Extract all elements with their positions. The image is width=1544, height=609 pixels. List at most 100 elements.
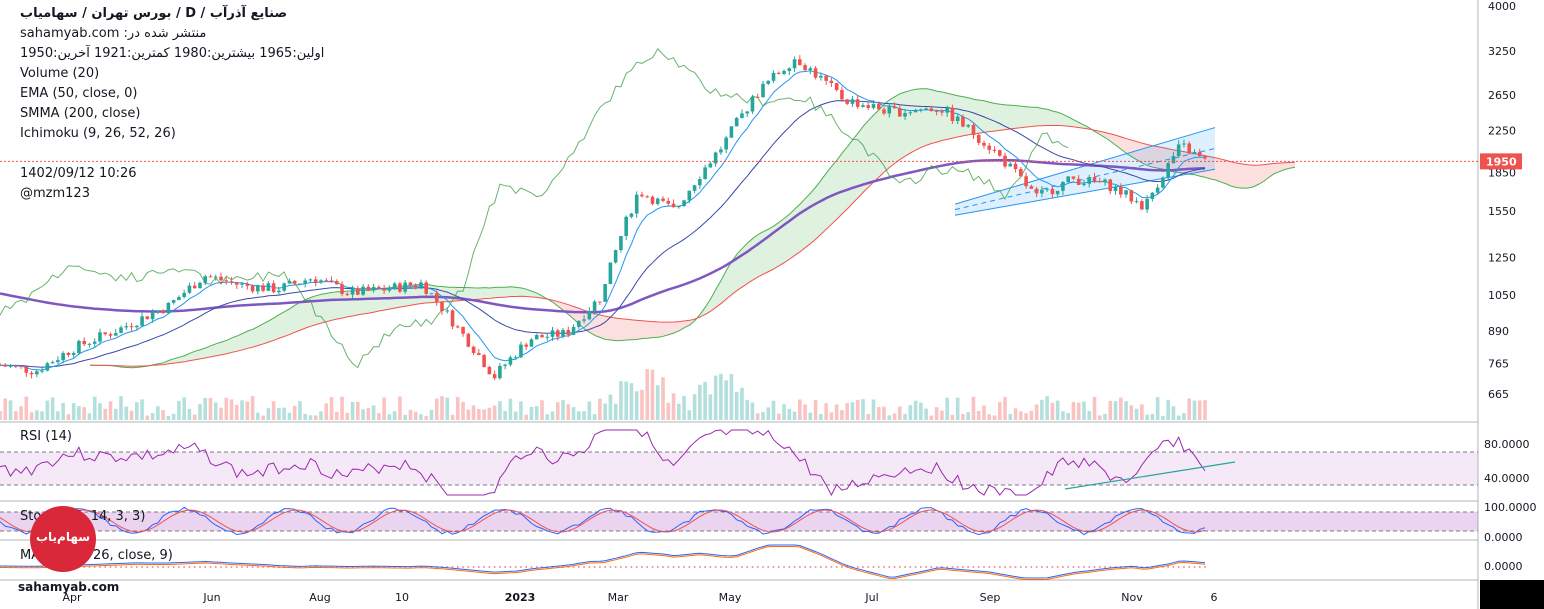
- candle-body: [35, 371, 39, 375]
- cloud-segment: [232, 335, 238, 353]
- volume-legend[interactable]: Volume (20): [20, 66, 100, 81]
- volume-bar: [61, 402, 65, 420]
- candle-body: [682, 200, 686, 207]
- rsi-label[interactable]: RSI (14): [20, 429, 72, 444]
- macd-histogram-bar: [767, 566, 770, 568]
- macd-histogram-bar: [967, 566, 970, 568]
- volume-bar: [982, 405, 986, 420]
- macd-histogram-bar: [593, 566, 596, 568]
- candle-body: [108, 334, 113, 336]
- volume-bar: [855, 400, 860, 420]
- candle-body: [124, 326, 129, 328]
- volume-bar: [755, 413, 760, 420]
- volume-bar: [35, 410, 39, 420]
- rsi-band: [0, 452, 1478, 485]
- chart-datetime: 1402/09/12 10:26: [20, 166, 137, 181]
- cloud-segment: [989, 102, 996, 132]
- macd-histogram-bar: [456, 566, 459, 568]
- senkou-a-line: [89, 88, 1296, 369]
- macd-histogram-bar: [793, 566, 796, 568]
- macd-histogram-bar: [183, 566, 185, 568]
- senkou-b-line: [89, 124, 1296, 367]
- volume-bar: [571, 407, 576, 420]
- candle-body: [98, 332, 102, 342]
- price-tick-label: 1050: [1488, 289, 1516, 302]
- time-tick-label: 10: [395, 591, 409, 604]
- macd-histogram-bar: [730, 566, 733, 568]
- volume-bar: [208, 398, 213, 420]
- price-tick-label: 765: [1488, 358, 1509, 371]
- cloud-segment: [779, 218, 785, 266]
- time-tick-label: Apr: [62, 591, 82, 604]
- volume-bar: [840, 410, 844, 420]
- candle-body: [208, 276, 213, 278]
- cloud-segment: [947, 93, 953, 140]
- cloud-segment: [1121, 137, 1127, 154]
- cloud-segment: [1037, 107, 1043, 126]
- candle-body: [234, 282, 239, 285]
- volume-bar: [745, 399, 750, 420]
- volume-bar: [277, 408, 281, 420]
- volume-bar: [1145, 414, 1149, 420]
- candle-body: [345, 293, 350, 295]
- volume-bar: [87, 413, 92, 420]
- volume-bar: [829, 412, 834, 420]
- candle-body: [724, 137, 728, 150]
- cloud-segment: [626, 319, 632, 340]
- time-tick-label: Aug: [309, 591, 330, 604]
- volume-bar: [608, 394, 613, 420]
- ichimoku-legend[interactable]: Ichimoku (9, 26, 52, 26): [20, 126, 176, 141]
- candle-body: [455, 326, 460, 328]
- candle-body: [629, 213, 634, 217]
- candle-body: [829, 80, 834, 83]
- macd-histogram-bar: [662, 566, 664, 568]
- cloud-segment: [874, 109, 880, 182]
- candle-body: [524, 344, 529, 347]
- candle-body: [824, 75, 828, 81]
- candle-body: [13, 365, 18, 367]
- volume-bar: [92, 396, 97, 420]
- volume-bar: [1182, 413, 1186, 420]
- macd-histogram-bar: [1004, 566, 1006, 568]
- candle-body: [424, 282, 429, 294]
- candle-body: [334, 281, 339, 285]
- volume-bar: [640, 389, 644, 420]
- candle-body: [650, 196, 655, 204]
- macd-histogram-bar: [788, 566, 791, 568]
- macd-histogram-bar: [88, 566, 91, 568]
- volume-bar: [1040, 399, 1044, 420]
- macd-histogram-bar: [225, 566, 228, 568]
- macd-histogram-bar: [267, 566, 270, 568]
- cloud-segment: [789, 208, 796, 259]
- candle-body: [755, 96, 760, 98]
- candle-body: [471, 346, 476, 354]
- volume-bar: [913, 400, 918, 420]
- cloud-segment: [242, 331, 248, 350]
- smma-legend[interactable]: SMMA (200, close): [20, 106, 141, 121]
- volume-bar: [719, 373, 723, 420]
- macd-histogram-bar: [451, 566, 454, 568]
- candle-body: [1140, 201, 1144, 210]
- candle-body: [371, 286, 376, 291]
- volume-bar: [455, 397, 460, 420]
- volume-bar: [619, 381, 623, 420]
- candle-body: [140, 316, 144, 326]
- chart-author: @mzm123: [20, 186, 90, 201]
- candle-body: [750, 96, 755, 112]
- volume-bar: [713, 375, 718, 420]
- macd-histogram-bar: [1204, 566, 1206, 568]
- cloud-segment: [510, 286, 517, 297]
- candle-body: [634, 194, 639, 214]
- corner-box: [1480, 580, 1544, 609]
- candle-body: [150, 312, 155, 320]
- ema-legend[interactable]: EMA (50, close, 0): [20, 86, 138, 101]
- candle-body: [934, 111, 939, 113]
- macd-histogram-bar: [704, 566, 706, 568]
- time-tick-label: Sep: [980, 591, 1001, 604]
- macd-histogram-bar: [509, 566, 512, 568]
- macd-histogram-bar: [493, 566, 496, 568]
- cloud-segment: [668, 322, 675, 335]
- volume-bar: [808, 412, 813, 420]
- cloud-segment: [284, 308, 290, 337]
